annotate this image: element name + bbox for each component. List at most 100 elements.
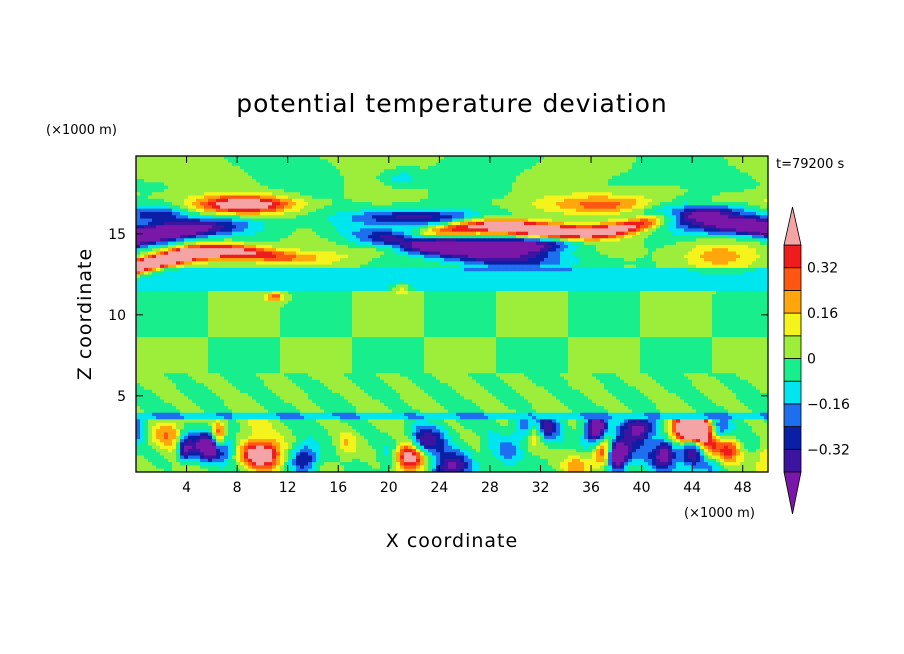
field-cell <box>540 208 545 213</box>
field-cell <box>416 192 421 197</box>
field-cell <box>288 244 293 249</box>
field-cell <box>340 162 345 167</box>
field-cell <box>420 182 425 187</box>
field-cell <box>344 238 349 243</box>
field-cell <box>212 244 217 249</box>
field-cell <box>704 215 709 220</box>
field-cell <box>572 156 577 160</box>
field-cell <box>604 165 609 170</box>
field-cell <box>424 205 429 210</box>
field-cell <box>564 156 569 160</box>
field-cell <box>480 248 485 253</box>
field-cell <box>168 215 173 220</box>
field-cell <box>764 156 768 160</box>
field-cell <box>352 238 357 243</box>
field-cell <box>256 165 261 170</box>
field-cell <box>268 172 273 177</box>
field-cell <box>632 172 637 177</box>
field-cell <box>148 175 153 180</box>
field-cell <box>560 248 565 253</box>
field-cell <box>692 221 697 226</box>
field-cell <box>448 198 453 203</box>
field-cell <box>272 156 277 160</box>
field-cell <box>244 172 249 177</box>
field-cell <box>364 165 369 170</box>
field-cell <box>596 179 601 183</box>
field-cell <box>400 185 405 190</box>
field-cell <box>468 215 473 220</box>
field-cell <box>228 231 233 236</box>
field-cell <box>276 172 281 177</box>
field-cell <box>208 165 213 170</box>
field-cell <box>592 244 597 249</box>
field-cell <box>596 248 601 253</box>
field-cell <box>308 202 313 206</box>
field-cell <box>144 254 149 259</box>
field-cell <box>240 251 245 256</box>
field-cell <box>176 179 181 183</box>
field-cell <box>640 169 645 174</box>
field-cell <box>568 235 573 239</box>
field-cell <box>464 221 469 226</box>
field-cell <box>556 235 561 239</box>
field-cell <box>260 156 265 160</box>
field-cell <box>464 205 469 210</box>
field-cell <box>624 195 629 200</box>
field-cell <box>408 162 413 167</box>
field-cell <box>496 248 501 253</box>
field-cell <box>548 251 553 256</box>
field-cell <box>632 228 637 233</box>
field-cell <box>200 244 205 249</box>
field-cell <box>440 241 445 246</box>
field-cell <box>708 195 713 200</box>
field-cell <box>292 251 297 256</box>
field-cell <box>696 225 701 230</box>
field-cell <box>500 221 505 226</box>
field-cell <box>216 218 221 223</box>
field-cell <box>268 241 273 246</box>
field-cell <box>752 188 757 193</box>
field-cell <box>372 208 377 213</box>
field-cell <box>208 238 213 243</box>
field-cell <box>272 198 277 203</box>
field-cell <box>500 258 505 262</box>
field-cell <box>720 235 725 239</box>
field-cell <box>468 238 473 243</box>
field-cell <box>408 244 413 249</box>
field-cell <box>692 172 697 177</box>
field-cell <box>360 251 365 256</box>
field-cell <box>756 208 761 213</box>
field-cell <box>392 182 397 187</box>
field-cell <box>528 248 533 253</box>
field-cell <box>140 248 145 253</box>
field-cell <box>764 228 768 233</box>
field-cell <box>588 195 593 200</box>
field-cell <box>180 202 185 206</box>
field-cell <box>540 241 545 246</box>
field-cell <box>680 159 685 164</box>
field-cell <box>652 175 657 180</box>
field-cell <box>496 159 501 164</box>
field-cell <box>632 169 637 174</box>
field-cell <box>656 162 661 167</box>
field-cell <box>228 241 233 246</box>
field-cell <box>504 169 509 174</box>
field-cell <box>360 165 365 170</box>
field-cell <box>372 248 377 253</box>
field-cell <box>636 225 641 230</box>
field-cell <box>380 228 385 233</box>
field-cell <box>744 248 749 253</box>
field-cell <box>688 235 693 239</box>
field-cell <box>568 195 573 200</box>
field-cell <box>444 254 449 259</box>
field-cell <box>424 159 429 164</box>
field-cell <box>356 241 361 246</box>
field-cell <box>656 235 661 239</box>
field-cell <box>208 248 213 253</box>
field-cell <box>732 241 737 246</box>
field-cell <box>616 159 621 164</box>
field-cell <box>720 254 725 259</box>
field-cell <box>336 248 341 253</box>
field-cell <box>748 205 753 210</box>
field-cell <box>316 254 321 259</box>
